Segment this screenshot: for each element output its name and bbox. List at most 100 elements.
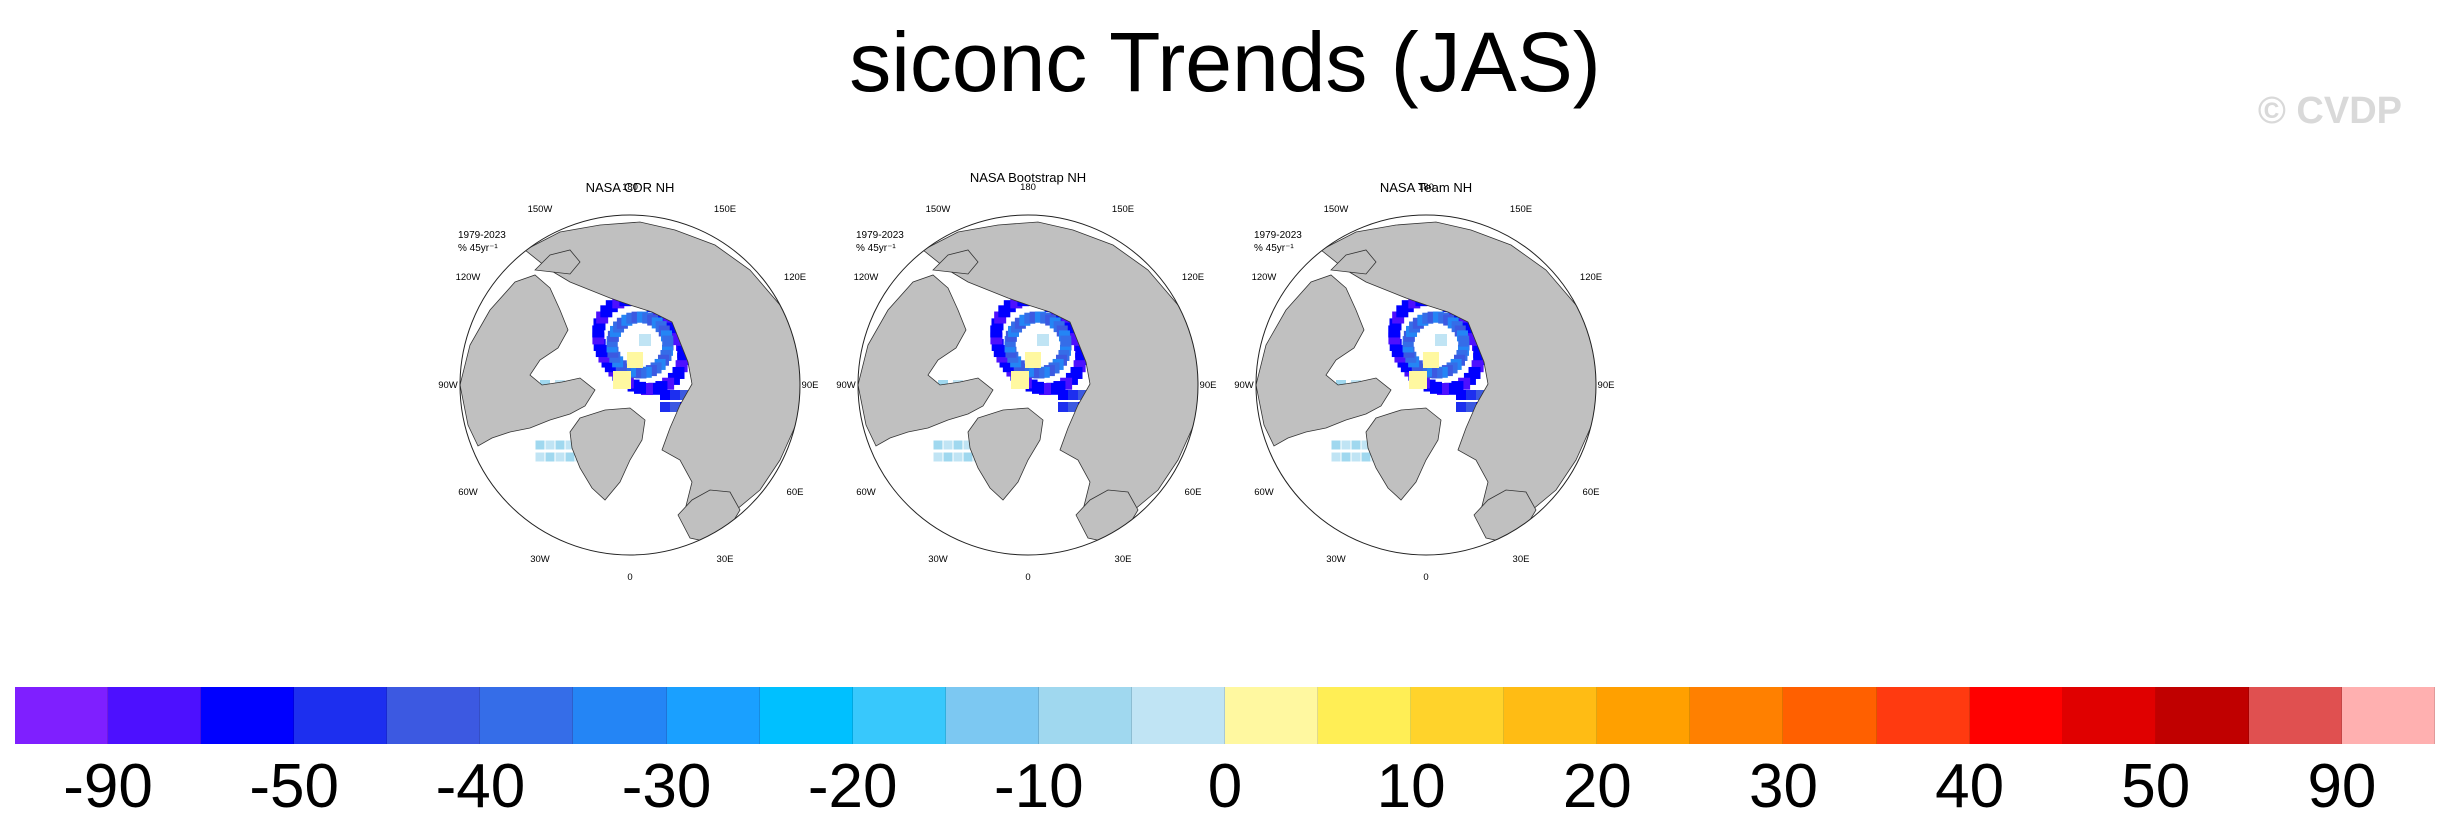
trend-cell (555, 452, 565, 462)
trend-cell (545, 440, 555, 450)
longitude-label-120e: 120E (784, 272, 806, 283)
map-panel-cdr: NASA CDR NH 1979-2023 % 45yr⁻¹ 180 150W 150E 1… (430, 170, 830, 590)
trend-cell (1456, 402, 1466, 412)
longitude-label-90w: 90W (1234, 380, 1254, 391)
trend-cell (953, 440, 963, 450)
longitude-label-120e: 120E (1182, 272, 1204, 283)
trend-cell (1476, 390, 1486, 400)
colorbar-swatch (1690, 687, 1784, 744)
longitude-label-30e: 30E (717, 554, 734, 565)
land-mass (858, 274, 994, 447)
trend-cell (660, 402, 670, 412)
land-mass (922, 221, 1198, 531)
colorbar-swatch (1318, 687, 1412, 744)
trend-cell (1331, 440, 1341, 450)
trend-cell (953, 452, 963, 462)
colorbar-swatch (573, 687, 667, 744)
land-mass (524, 221, 800, 531)
units-label: % 45yr⁻¹ (1254, 243, 1294, 254)
colorbar-tick-label: -40 (435, 752, 526, 821)
colorbar-swatch (480, 687, 574, 744)
colorbar-tick-label: -10 (994, 752, 1084, 821)
longitude-label-60w: 60W (458, 487, 478, 498)
colorbar-swatch (666, 687, 760, 744)
colorbar-tick-label: 30 (1748, 752, 1818, 821)
colorbar-swatch (108, 687, 202, 744)
polar-map: NASA Team NH 1979-2023 % 45yr⁻¹ 180 150W 150E… (1234, 180, 1615, 583)
longitude-label-150w: 150W (926, 204, 951, 215)
longitude-label-180: 180 (622, 182, 638, 193)
trend-cell (1435, 334, 1447, 346)
colorbar-tick-label: -90 (63, 752, 153, 821)
map-panel-bootstrap: NASA Bootstrap NH 1979-2023 % 45yr⁻¹ 180 150… (828, 170, 1228, 590)
trend-cell (627, 352, 643, 368)
colorbar-swatch (852, 687, 946, 744)
land-mass (967, 407, 1044, 501)
longitude-label-90e: 90E (1598, 380, 1615, 391)
longitude-label-90w: 90W (438, 380, 458, 391)
colorbar-swatch (1411, 687, 1505, 744)
trend-cell (1456, 390, 1466, 400)
colorbar (15, 687, 2435, 744)
longitude-label-120w: 120W (456, 272, 481, 283)
trend-cell (933, 452, 943, 462)
trend-cell (943, 452, 953, 462)
colorbar-swatch (294, 687, 388, 744)
longitude-label-0: 0 (627, 572, 632, 583)
longitude-label-180: 180 (1020, 182, 1036, 193)
longitude-label-150w: 150W (1324, 204, 1349, 215)
longitude-label-0: 0 (1423, 572, 1428, 583)
trend-cell (613, 371, 631, 389)
trend-cell (565, 452, 575, 462)
longitude-label-30e: 30E (1115, 554, 1132, 565)
longitude-label-120w: 120W (854, 272, 879, 283)
longitude-label-60e: 60E (1185, 487, 1202, 498)
longitude-label-30w: 30W (530, 554, 550, 565)
trend-cell (555, 440, 565, 450)
polar-map: NASA Bootstrap NH 1979-2023 % 45yr⁻¹ 180 150… (836, 170, 1216, 583)
colorbar-swatch (2341, 687, 2435, 744)
colorbar-swatch (201, 687, 295, 744)
longitude-label-30e: 30E (1513, 554, 1530, 565)
trend-cell (1068, 390, 1078, 400)
longitude-label-60w: 60W (856, 487, 876, 498)
longitude-label-90w: 90W (836, 380, 856, 391)
trend-cell (1068, 402, 1078, 412)
longitude-label-150e: 150E (714, 204, 736, 215)
land-mass (569, 407, 646, 501)
colorbar-swatch (2155, 687, 2249, 744)
trend-cell (1409, 371, 1427, 389)
trend-cell (1361, 440, 1371, 450)
polar-map: NASA CDR NH 1979-2023 % 45yr⁻¹ 180 150W 150E 1… (438, 180, 818, 583)
colorbar-tick-label: 0 (1207, 752, 1243, 821)
trend-cell (1466, 390, 1476, 400)
trend-cell (1060, 335, 1072, 347)
land-mass (1330, 249, 1377, 275)
trend-cell (1361, 452, 1371, 462)
trend-cell (1351, 452, 1361, 462)
colorbar-tick-label: 40 (1935, 752, 2005, 821)
colorbar-tick-label: 90 (2307, 752, 2377, 821)
colorbar-swatch (2062, 687, 2156, 744)
colorbar-swatch (1131, 687, 1225, 744)
trend-cell (1423, 352, 1439, 368)
land-mass (1256, 274, 1392, 447)
trend-cell (1037, 334, 1049, 346)
trend-cell (545, 452, 555, 462)
panel-title: NASA Bootstrap NH (970, 170, 1086, 185)
colorbar-swatch (1038, 687, 1132, 744)
map-panel-team: NASA Team NH 1979-2023 % 45yr⁻¹ 180 150W 150E… (1226, 170, 1626, 590)
panel-title: NASA CDR NH (586, 180, 675, 195)
trend-cell (1078, 390, 1088, 400)
trend-cell (1025, 352, 1041, 368)
colorbar-swatch (1969, 687, 2063, 744)
land-mass (1320, 221, 1596, 531)
longitude-label-150e: 150E (1510, 204, 1532, 215)
trend-cell (1351, 440, 1361, 450)
colorbar-swatch (1783, 687, 1877, 744)
trend-cell (1331, 452, 1341, 462)
trend-cell (933, 440, 943, 450)
colorbar-tick-label: -30 (621, 752, 712, 821)
units-label: % 45yr⁻¹ (856, 243, 896, 254)
map-boundary (459, 214, 801, 556)
